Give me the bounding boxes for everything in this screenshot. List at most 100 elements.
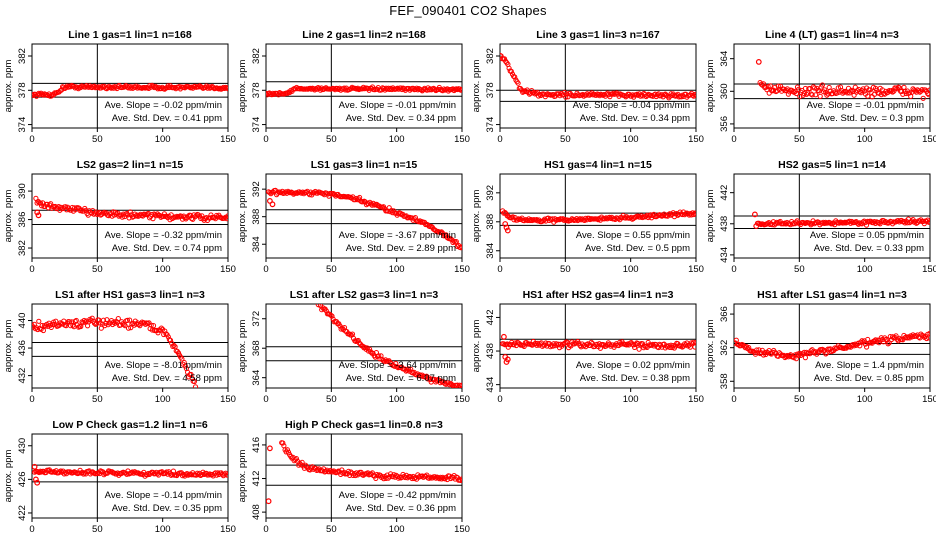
- x-tick-label: 150: [922, 134, 936, 145]
- data-point: [110, 209, 116, 215]
- plot-frame: [499, 303, 697, 389]
- chart-panel-13: Low P Check gas=1.2 lin=1 n=6 0 50 100 150 42…: [3, 419, 236, 535]
- data-point: [501, 333, 507, 340]
- data-point: [503, 224, 510, 231]
- chart-title: LS1 gas=3 lin=1 n=15: [311, 159, 418, 171]
- data-series: [266, 187, 462, 251]
- x-tick-label: 50: [92, 264, 103, 275]
- x-tick-label: 150: [922, 264, 936, 275]
- data-point: [36, 318, 42, 324]
- data-point: [562, 340, 568, 346]
- slope-annotation: Ave. Slope = 1.4 ppm/min: [815, 360, 924, 371]
- data-point: [636, 346, 642, 352]
- data-point: [206, 472, 212, 478]
- data-point: [299, 190, 305, 196]
- data-point: [266, 498, 272, 505]
- x-tick-label: 0: [263, 134, 268, 145]
- slope-annotation: Ave. Slope = -0.14 ppm/min: [105, 490, 222, 501]
- data-point: [459, 244, 462, 250]
- data-point: [450, 239, 456, 245]
- data-point: [927, 219, 930, 225]
- x-tick-label: 150: [922, 394, 936, 405]
- x-tick-label: 100: [155, 264, 171, 275]
- chart-title: Line 2 gas=1 lin=2 n=168: [302, 29, 426, 41]
- data-point: [91, 320, 98, 326]
- data-point: [926, 92, 930, 98]
- x-tick-label: 50: [326, 134, 337, 145]
- data-point: [693, 211, 696, 217]
- data-point: [438, 378, 445, 384]
- data-point: [57, 469, 63, 475]
- std-dev-annotation: Ave. Std. Dev. = 0.38 ppm: [580, 373, 690, 384]
- data-point: [267, 190, 273, 196]
- data-point: [862, 341, 869, 347]
- chart-title: Line 3 gas=1 lin=3 n=167: [536, 29, 660, 41]
- data-point: [73, 317, 79, 324]
- x-tick-label: 0: [497, 264, 502, 275]
- data-series: [32, 463, 228, 486]
- data-point: [852, 341, 858, 347]
- data-point: [312, 87, 318, 93]
- data-point: [834, 90, 840, 96]
- plot-frame: [31, 433, 229, 519]
- data-point: [691, 339, 696, 345]
- plot-frame: [265, 173, 463, 259]
- data-point: [437, 380, 443, 386]
- data-point: [501, 56, 508, 62]
- y-axis-label: approx. ppm: [3, 320, 14, 373]
- data-point: [895, 218, 901, 224]
- data-point: [394, 85, 400, 91]
- data-point: [512, 74, 518, 80]
- data-point: [458, 383, 462, 388]
- data-point: [693, 92, 696, 98]
- data-point: [76, 470, 82, 476]
- x-tick-label: 100: [623, 394, 639, 405]
- data-point: [122, 323, 128, 329]
- x-tick-label: 50: [326, 264, 337, 275]
- data-point: [647, 212, 654, 218]
- y-tick-label: 374: [17, 117, 28, 133]
- data-point: [746, 345, 752, 351]
- y-axis-label: approx. ppm: [471, 320, 482, 373]
- y-tick-label: 364: [719, 51, 730, 67]
- x-tick-label: 150: [220, 394, 236, 405]
- data-point: [433, 475, 439, 481]
- y-tick-label: 388: [485, 214, 496, 230]
- y-tick-label: 408: [251, 504, 262, 520]
- data-point: [171, 342, 177, 349]
- data-point: [432, 86, 438, 93]
- chart-panel-6: LS1 gas=3 lin=1 n=15 0 50 100 150 384 388 392ap…: [237, 159, 470, 275]
- y-tick-label: 368: [251, 340, 262, 356]
- data-point: [40, 327, 47, 334]
- y-axis-label: approx. ppm: [471, 60, 482, 113]
- std-dev-annotation: Ave. Std. Dev. = 0.5 ppm: [585, 243, 690, 254]
- data-point: [504, 227, 511, 234]
- data-point: [693, 340, 696, 346]
- data-point: [158, 325, 164, 331]
- std-dev-annotation: Ave. Std. Dev. = 6.07 ppm: [346, 373, 456, 384]
- x-tick-label: 0: [29, 264, 34, 275]
- data-point: [453, 239, 459, 245]
- chart-title: HS1 after LS1 gas=4 lin=1 n=3: [757, 289, 907, 301]
- x-tick-label: 100: [623, 134, 639, 145]
- data-point: [222, 85, 228, 92]
- x-tick-label: 50: [92, 394, 103, 405]
- plot-frame: [499, 43, 697, 129]
- y-tick-label: 382: [17, 240, 28, 256]
- y-tick-label: 442: [485, 310, 496, 326]
- data-point: [457, 86, 462, 92]
- chart-panel-4: Line 4 (LT) gas=1 lin=4 n=3 0 50 100 150 356 3…: [705, 29, 936, 145]
- x-tick-label: 0: [731, 394, 736, 405]
- chart-panel-9: LS1 after HS1 gas=3 lin=1 n=3 0 50 100 150 43…: [3, 289, 236, 405]
- slope-annotation: Ave. Slope = 0.02 ppm/min: [576, 360, 690, 371]
- data-point: [588, 91, 594, 97]
- y-tick-label: 386: [17, 212, 28, 228]
- data-point: [679, 211, 685, 218]
- chart-title: LS1 after HS1 gas=3 lin=1 n=3: [55, 289, 205, 301]
- plot-frame: [733, 43, 931, 129]
- x-tick-label: 100: [857, 134, 873, 145]
- y-axis-label: approx. ppm: [705, 60, 716, 113]
- slope-annotation: Ave. Slope = 0.55 ppm/min: [576, 230, 690, 241]
- chart-panel-5: LS2 gas=2 lin=1 n=15 0 50 100 150 382 386 390ap…: [3, 159, 236, 275]
- x-tick-label: 50: [92, 134, 103, 145]
